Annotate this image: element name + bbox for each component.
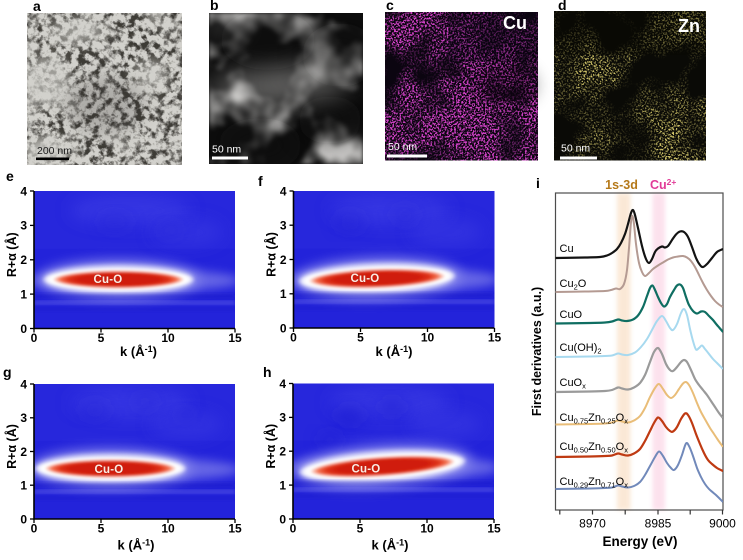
svg-text:50 nm: 50 nm bbox=[212, 144, 241, 156]
svg-text:3: 3 bbox=[20, 411, 27, 425]
svg-text:4: 4 bbox=[280, 184, 287, 198]
svg-text:Cu-O: Cu-O bbox=[95, 464, 124, 476]
svg-text:15: 15 bbox=[487, 522, 501, 536]
svg-text:c: c bbox=[386, 0, 394, 13]
svg-text:CuOx: CuOx bbox=[560, 377, 587, 391]
svg-text:3: 3 bbox=[280, 219, 287, 233]
svg-text:2: 2 bbox=[279, 445, 286, 459]
svg-text:h: h bbox=[263, 364, 272, 380]
svg-text:f: f bbox=[258, 173, 263, 189]
svg-text:3: 3 bbox=[279, 411, 286, 425]
svg-text:First derivatives (a.u.): First derivatives (a.u.) bbox=[530, 287, 544, 416]
svg-text:5: 5 bbox=[357, 331, 364, 345]
svg-text:200 nm: 200 nm bbox=[37, 145, 72, 157]
svg-text:15: 15 bbox=[488, 331, 502, 345]
svg-text:R+α (Å): R+α (Å) bbox=[4, 424, 19, 469]
svg-text:R+α (Å): R+α (Å) bbox=[263, 424, 278, 469]
svg-text:1s-3d: 1s-3d bbox=[605, 178, 638, 192]
svg-text:4: 4 bbox=[20, 377, 27, 391]
svg-text:0: 0 bbox=[20, 322, 27, 336]
svg-text:b: b bbox=[210, 0, 219, 13]
svg-text:d: d bbox=[558, 0, 567, 13]
svg-text:Energy (eV): Energy (eV) bbox=[602, 534, 677, 549]
svg-text:1: 1 bbox=[20, 287, 27, 301]
svg-text:1: 1 bbox=[279, 478, 286, 492]
svg-text:5: 5 bbox=[98, 331, 105, 345]
svg-text:Cu0.50Zn0.50Ox: Cu0.50Zn0.50Ox bbox=[560, 441, 629, 455]
svg-text:15: 15 bbox=[228, 522, 242, 536]
svg-text:10: 10 bbox=[420, 522, 434, 536]
svg-text:1: 1 bbox=[280, 287, 287, 301]
svg-text:2: 2 bbox=[20, 253, 27, 267]
svg-text:Cu: Cu bbox=[503, 13, 527, 33]
svg-text:0: 0 bbox=[31, 522, 38, 536]
svg-text:Cu(OH)2: Cu(OH)2 bbox=[560, 342, 602, 356]
svg-text:0: 0 bbox=[20, 512, 27, 526]
svg-text:2: 2 bbox=[20, 445, 27, 459]
svg-text:0: 0 bbox=[279, 512, 286, 526]
svg-text:8985: 8985 bbox=[645, 517, 672, 531]
svg-text:Cu-O: Cu-O bbox=[94, 274, 123, 286]
svg-text:2: 2 bbox=[280, 253, 287, 267]
svg-text:15: 15 bbox=[228, 331, 242, 345]
svg-text:1: 1 bbox=[20, 479, 27, 493]
svg-text:0: 0 bbox=[290, 331, 297, 345]
svg-text:4: 4 bbox=[20, 184, 27, 198]
svg-text:5: 5 bbox=[357, 522, 364, 536]
svg-text:0: 0 bbox=[290, 522, 297, 536]
svg-text:9000: 9000 bbox=[709, 517, 736, 531]
svg-text:Cu-O: Cu-O bbox=[351, 273, 380, 285]
svg-text:5: 5 bbox=[98, 522, 105, 536]
svg-text:8970: 8970 bbox=[579, 517, 606, 531]
svg-text:Cu: Cu bbox=[560, 243, 574, 255]
svg-text:3: 3 bbox=[20, 219, 27, 233]
svg-text:Cu-O: Cu-O bbox=[352, 464, 381, 476]
svg-text:50 nm: 50 nm bbox=[561, 143, 590, 155]
svg-text:10: 10 bbox=[161, 522, 175, 536]
svg-text:0: 0 bbox=[31, 331, 38, 345]
svg-text:i: i bbox=[536, 175, 540, 191]
svg-text:Cu0.75Zn0.25Ox: Cu0.75Zn0.25Ox bbox=[560, 412, 629, 426]
svg-text:Cu0.29Zn0.71Ox: Cu0.29Zn0.71Ox bbox=[560, 476, 629, 490]
svg-text:Zn: Zn bbox=[678, 16, 700, 36]
svg-text:50 nm: 50 nm bbox=[388, 141, 417, 153]
svg-text:0: 0 bbox=[280, 321, 287, 335]
svg-text:CuO: CuO bbox=[560, 309, 583, 321]
svg-text:R+α (Å): R+α (Å) bbox=[4, 232, 19, 277]
svg-text:R+α (Å): R+α (Å) bbox=[264, 232, 279, 277]
svg-text:Cu2O: Cu2O bbox=[560, 278, 587, 292]
svg-text:10: 10 bbox=[421, 331, 435, 345]
svg-text:4: 4 bbox=[279, 377, 286, 391]
svg-text:g: g bbox=[3, 364, 12, 380]
svg-text:10: 10 bbox=[161, 331, 175, 345]
svg-text:e: e bbox=[6, 168, 14, 184]
svg-text:a: a bbox=[33, 0, 41, 14]
